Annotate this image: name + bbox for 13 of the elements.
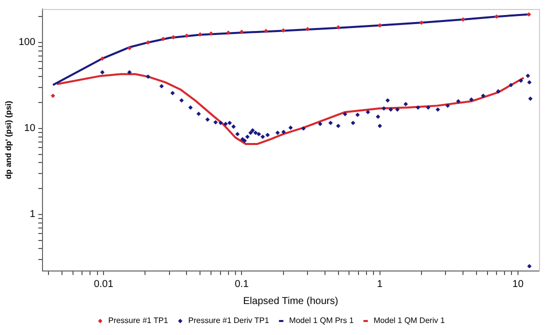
x-tick-label: 1 xyxy=(377,278,384,290)
x-axis-title: Elapsed Time (hours) xyxy=(243,296,338,307)
x-tick-label: 0.01 xyxy=(94,278,114,290)
legend-label: Model 1 QM Prs 1 xyxy=(289,316,354,326)
y-tick-label: 100 xyxy=(18,37,36,48)
legend-label: Model 1 QM Deriv 1 xyxy=(374,316,446,326)
legend-label: Pressure #1 Deriv TP1 xyxy=(188,316,270,326)
legend-label: Pressure #1 TP1 xyxy=(108,316,169,326)
x-tick-label: 10 xyxy=(512,278,524,290)
y-tick-label: 10 xyxy=(24,123,36,134)
x-tick-label: 0.1 xyxy=(234,278,250,290)
y-axis-title: dp and dp' (psi) (psi) xyxy=(4,100,14,180)
y-tick-label: 1 xyxy=(30,209,36,220)
